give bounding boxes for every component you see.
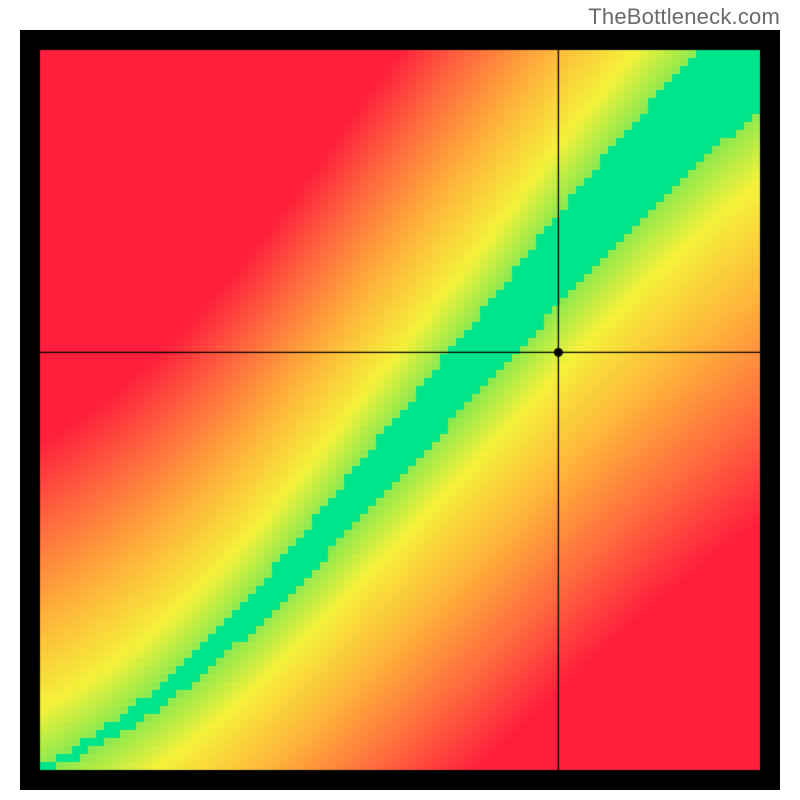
chart-root: TheBottleneck.com bbox=[0, 0, 800, 800]
chart-frame bbox=[20, 30, 780, 790]
heatmap-canvas bbox=[20, 30, 780, 790]
watermark-text: TheBottleneck.com bbox=[588, 4, 780, 30]
